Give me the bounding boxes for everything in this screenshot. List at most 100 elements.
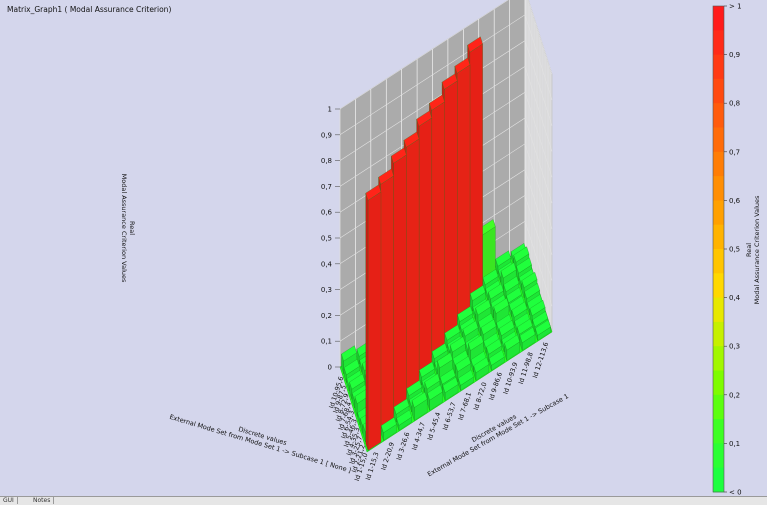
- colorbar-tick-label: 0,1: [729, 440, 740, 448]
- colorbar-tick-label: 0,6: [729, 197, 741, 205]
- bar-top: [403, 131, 420, 148]
- bar-face-x: [444, 80, 458, 340]
- bar-face-y: [365, 193, 369, 451]
- y-tick-label: Id 9-86,6: [487, 371, 504, 401]
- bar-top: [427, 384, 443, 401]
- colorbar-swatch: [713, 419, 724, 444]
- bar-face-x: [367, 191, 382, 451]
- colorbar-swatch: [713, 224, 724, 250]
- bar-top: [517, 318, 533, 335]
- y-tick-label: Id 4-34,7: [410, 421, 427, 451]
- z-tick-label: 1: [328, 106, 332, 114]
- z-tick-label: 0,1: [321, 338, 332, 346]
- bar-top: [381, 417, 397, 433]
- bar-top: [503, 276, 520, 292]
- colorbar-tick-label: 0,8: [729, 100, 740, 108]
- bar-top: [378, 168, 394, 185]
- z-tick-label: 0,7: [321, 183, 332, 191]
- bar-top: [486, 338, 502, 355]
- colorbar-tick-label: 0,9: [729, 51, 740, 59]
- z-tick-label: 0,6: [321, 209, 333, 217]
- bar-top: [343, 359, 360, 375]
- colorbar-swatch: [713, 321, 724, 347]
- bar-top: [462, 320, 479, 337]
- bar-face-x: [456, 64, 471, 322]
- bar-top: [429, 94, 445, 111]
- bar-top: [419, 361, 435, 378]
- z-tick-label: 0,5: [321, 235, 332, 243]
- bar-face-x: [406, 138, 420, 396]
- bar-top: [411, 391, 428, 408]
- bar: [411, 391, 428, 421]
- colorbar-swatch: [713, 151, 724, 177]
- bar-top: [454, 57, 471, 74]
- status-tab-notes[interactable]: Notes: [30, 497, 55, 504]
- bar-top: [424, 373, 441, 390]
- bar-top: [437, 352, 453, 369]
- bar-top: [406, 380, 422, 396]
- bar-top: [475, 299, 491, 316]
- colorbar-swatch: [713, 297, 724, 323]
- bar-top: [529, 300, 546, 316]
- bar-face-x: [380, 175, 394, 433]
- bar-top: [493, 297, 510, 314]
- bar-top: [524, 283, 540, 299]
- bar-top: [449, 336, 466, 353]
- bar-top: [468, 334, 484, 351]
- bar: [473, 357, 490, 381]
- bar-top: [444, 324, 461, 341]
- colorbar-swatch: [713, 127, 724, 153]
- colorbar-title-line: Real: [745, 243, 753, 257]
- z-tick-label: 0,8: [321, 157, 332, 165]
- colorbar-tick-label: 0,2: [729, 391, 740, 399]
- bar-top: [498, 320, 515, 336]
- bar-face-x: [418, 117, 432, 377]
- bar-top: [480, 319, 497, 335]
- colorbar-tick-label: > 1: [729, 3, 742, 11]
- bar-top: [365, 184, 382, 201]
- colorbar-swatch: [713, 6, 724, 31]
- colorbar-title-line: Modal Assurance Criterion Values: [753, 195, 761, 304]
- bar-top: [488, 349, 505, 366]
- bar-top: [431, 343, 448, 359]
- bar: [442, 377, 459, 401]
- bar-top: [495, 250, 511, 267]
- z-tick-label: 0: [328, 364, 332, 372]
- z-tick-label: 0,3: [321, 286, 332, 294]
- bar-top: [482, 269, 499, 285]
- bar: [427, 384, 443, 411]
- z-tick-label: 0,2: [321, 312, 332, 320]
- y-tick-label: Id 7-68,1: [457, 391, 474, 421]
- z-axis-title: RealModal Assurance Criterion Values: [120, 174, 136, 283]
- colorbar-tick-label: < 0: [729, 489, 742, 497]
- bar-face-x: [469, 43, 483, 303]
- y-tick-label: Id 2-20,9: [379, 441, 396, 471]
- bar: [488, 349, 505, 371]
- bar: [381, 417, 397, 441]
- bar-top: [442, 377, 459, 393]
- colorbar-swatch: [713, 467, 724, 493]
- colorbar-swatch: [713, 370, 724, 396]
- y-tick-label: Id 3-26,6: [395, 431, 412, 461]
- bar-top: [516, 257, 532, 274]
- colorbar-swatch: [713, 30, 724, 55]
- bar-top: [470, 285, 486, 301]
- z-tick-label: 0,4: [321, 260, 333, 268]
- colorbar-swatch: [713, 249, 724, 274]
- y-axis-title-line: External Mode Set from Mode Set 1 -> Sub…: [426, 392, 570, 478]
- gridline: [339, 65, 553, 187]
- bar-top: [391, 147, 407, 164]
- bar-top: [441, 73, 458, 90]
- bar: [519, 327, 536, 351]
- bar-top: [519, 327, 536, 343]
- bar: [458, 369, 474, 391]
- status-tab-gui[interactable]: GUI: [0, 497, 18, 504]
- y-tick-label: Id 5-45,4: [426, 411, 443, 441]
- bar: [365, 184, 382, 451]
- bar-top: [396, 409, 412, 426]
- y-tick-label: Id 8-72,0: [472, 381, 489, 411]
- bar-top: [521, 272, 538, 288]
- colorbar-swatch: [713, 103, 724, 128]
